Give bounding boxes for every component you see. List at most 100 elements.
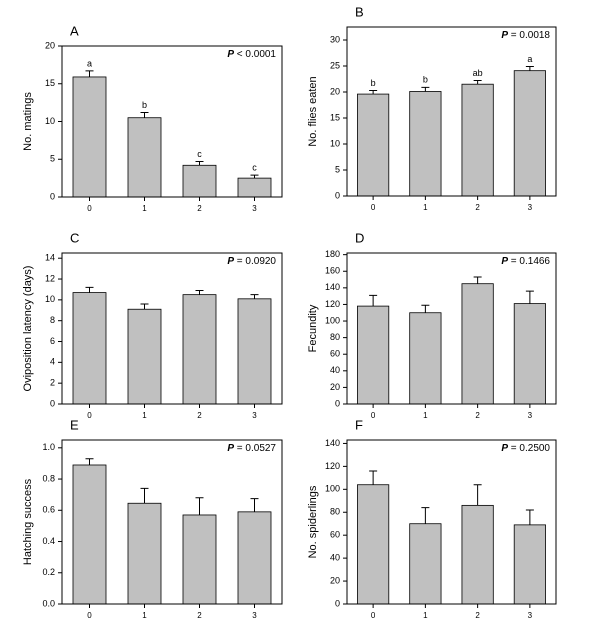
plot-frame — [61, 45, 283, 198]
annotation: P = 0.0018 — [501, 30, 550, 41]
x-tick-label: 1 — [423, 203, 428, 212]
annotation-p: P — [227, 443, 234, 454]
x-tick-label: 1 — [142, 411, 147, 420]
x-tick-label: 3 — [528, 611, 533, 620]
y-axis-label: Hatching success — [22, 478, 34, 565]
bar — [72, 464, 107, 605]
y-tick-label: 30 — [330, 34, 340, 44]
y-tick-label: 40 — [330, 365, 340, 375]
y-axis-label: No. matings — [22, 92, 34, 151]
panel-label: F — [355, 417, 363, 432]
error-bar — [369, 470, 378, 485]
x-tick-label: 1 — [423, 411, 428, 420]
panel-label: E — [70, 417, 79, 432]
x-tick-label: 3 — [252, 411, 257, 420]
y-tick-label: 0.0 — [42, 598, 55, 608]
bar — [513, 303, 546, 405]
y-tick-label: 100 — [325, 484, 340, 494]
y-tick-label: 120 — [325, 461, 340, 471]
y-tick-label: 2 — [50, 378, 55, 388]
x-tick-label: 0 — [87, 204, 92, 213]
y-tick-label: 5 — [335, 164, 340, 174]
y-axis-label: Oviposition latency (days) — [22, 266, 34, 392]
plot-frame — [61, 439, 283, 605]
error-bar — [85, 70, 94, 77]
bar — [72, 76, 107, 198]
bar — [127, 308, 162, 405]
error-bar — [421, 304, 430, 313]
x-tick-label: 3 — [528, 411, 533, 420]
x-tick-label: 2 — [197, 204, 202, 213]
x-tick-label: 3 — [252, 204, 257, 213]
y-tick-label: 60 — [330, 349, 340, 359]
bar — [237, 298, 272, 405]
error-bar — [473, 484, 482, 506]
panel-label: C — [70, 230, 79, 245]
significance-letter: a — [527, 54, 532, 64]
x-tick-label: 2 — [475, 611, 480, 620]
significance-letter: b — [371, 78, 376, 88]
annotation: P = 0.1466 — [501, 256, 550, 267]
error-bar — [250, 498, 259, 512]
bar — [409, 312, 442, 405]
y-tick-label: 0 — [50, 398, 55, 408]
annotation-text: < 0.0001 — [234, 49, 276, 60]
bar — [127, 117, 162, 198]
x-tick-label: 2 — [475, 411, 480, 420]
y-tick-label: 140 — [325, 438, 340, 448]
y-tick-label: 80 — [330, 507, 340, 517]
bar — [409, 91, 442, 197]
error-bar — [369, 294, 378, 307]
significance-letter: c — [197, 149, 202, 159]
y-tick-label: 15 — [330, 112, 340, 122]
y-tick-label: 120 — [325, 299, 340, 309]
bar — [461, 504, 494, 605]
annotation-p: P — [227, 49, 234, 60]
annotation: P = 0.2500 — [501, 443, 550, 454]
y-tick-label: 10 — [45, 116, 55, 126]
error-bar — [140, 487, 149, 504]
x-tick-label: 2 — [197, 611, 202, 620]
significance-letter: b — [142, 100, 147, 110]
y-tick-label: 0 — [335, 398, 340, 408]
y-tick-label: 0.6 — [42, 505, 55, 515]
error-bar — [525, 66, 534, 71]
y-axis-label: No. flies eaten — [307, 76, 319, 146]
error-bar — [85, 458, 94, 465]
bar — [513, 524, 546, 605]
error-bar — [250, 294, 259, 299]
x-tick-label: 1 — [142, 611, 147, 620]
y-tick-label: 4 — [50, 357, 55, 367]
bar — [182, 514, 217, 605]
x-tick-label: 2 — [475, 203, 480, 212]
x-tick-label: 3 — [252, 611, 257, 620]
y-tick-label: 25 — [330, 60, 340, 70]
bar — [461, 83, 494, 197]
y-tick-label: 180 — [325, 249, 340, 259]
x-tick-label: 1 — [142, 204, 147, 213]
x-tick-label: 0 — [87, 411, 92, 420]
y-tick-label: 80 — [330, 332, 340, 342]
bar — [182, 294, 217, 405]
y-tick-label: 14 — [45, 253, 55, 263]
panel-label: A — [70, 23, 79, 38]
bar — [357, 93, 390, 197]
x-tick-label: 3 — [528, 203, 533, 212]
bar — [357, 305, 390, 405]
bar — [409, 523, 442, 605]
significance-letter: c — [252, 162, 257, 172]
plot-frame — [346, 26, 557, 197]
bar — [237, 511, 272, 605]
annotation: P = 0.0527 — [227, 443, 276, 454]
error-bar — [525, 290, 534, 304]
y-tick-label: 20 — [330, 575, 340, 585]
y-tick-label: 60 — [330, 530, 340, 540]
error-bar — [140, 303, 149, 310]
y-axis-label: No. spiderlings — [307, 485, 319, 558]
annotation-p: P — [501, 30, 508, 41]
y-tick-label: 140 — [325, 282, 340, 292]
annotation-p: P — [227, 256, 234, 267]
y-tick-label: 40 — [330, 553, 340, 563]
annotation-text: = 0.0018 — [508, 30, 550, 41]
